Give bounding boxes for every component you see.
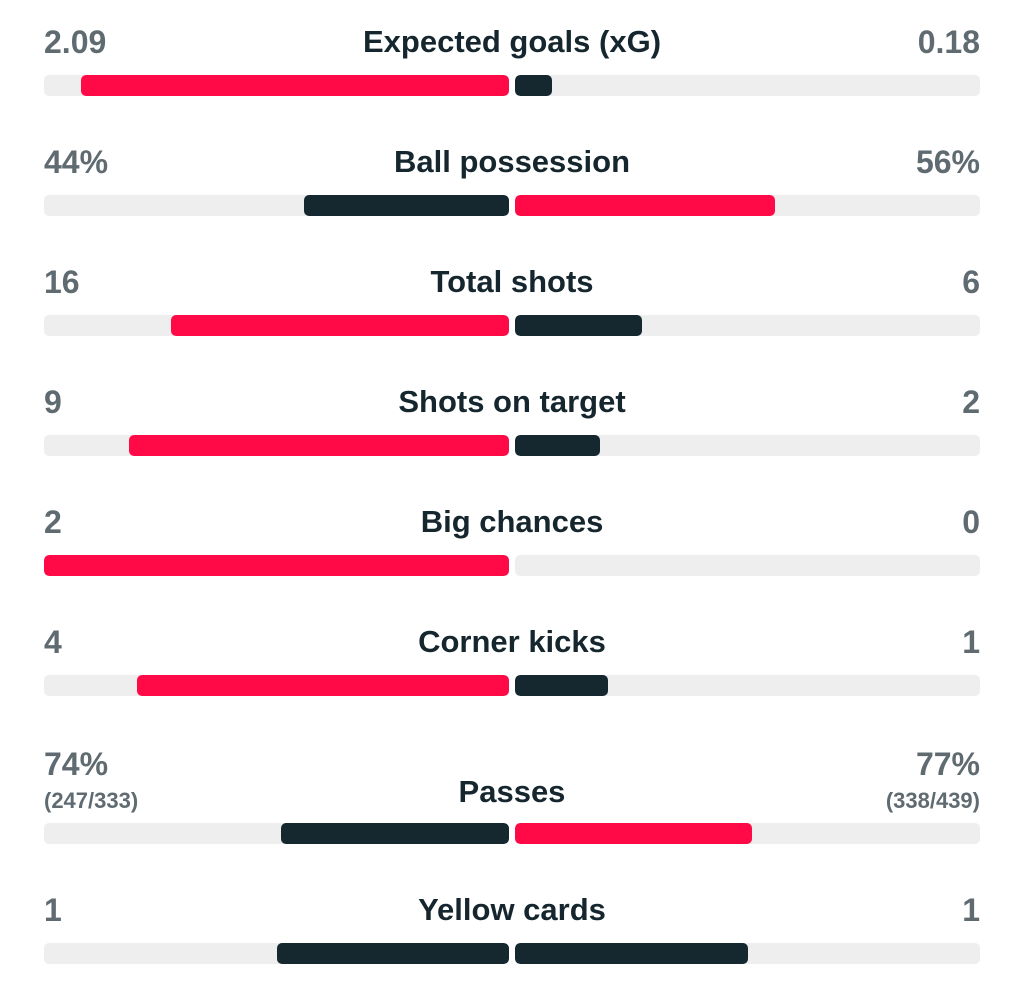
away-bar-fill [515,675,608,696]
away-bar-track [515,943,980,964]
away-value: 56% [915,144,980,180]
stat-label: Total shots [430,264,594,299]
home-bar-fill [137,675,509,696]
home-bar-fill [80,75,509,96]
away-bar-fill [515,435,600,456]
home-bar-track [44,435,509,456]
stat-expected-goals: 2.09 Expected goals (xG) 0.18 [44,20,980,100]
stat-big-chances: 2 Big chances 0 [44,500,980,580]
stat-total-shots: 16 Total shots 6 [44,260,980,340]
home-value-detail: (247/333) [44,788,139,813]
away-value: 2 [962,384,980,420]
away-value: 0.18 [917,24,980,60]
home-value: 4 [44,624,62,660]
away-value: 77% [915,746,980,782]
stat-yellow-cards: 1 Yellow cards 1 [44,888,980,968]
stat-label: Corner kicks [418,624,606,659]
home-bar-track [44,195,509,216]
home-value: 2 [44,504,62,540]
home-value: 1 [44,892,62,928]
away-bar-track [515,675,980,696]
away-value: 0 [962,504,980,540]
stat-label: Ball possession [393,144,631,179]
away-bar-track [515,435,980,456]
stat-corner-kicks: 4 Corner kicks 1 [44,620,980,700]
stat-shots-on-target: 9 Shots on target 2 [44,380,980,460]
home-value: 74% [44,746,109,782]
home-bar-track [44,675,509,696]
away-bar-fill [515,823,753,844]
away-value-detail: (338/439) [885,788,980,813]
home-bar-track [44,823,509,844]
stat-label: Expected goals (xG) [362,24,662,59]
away-value: 1 [962,892,980,928]
away-bar-track [515,75,980,96]
home-bar-fill [170,315,509,336]
stat-label: Shots on target [398,384,626,419]
home-bar-track [44,75,509,96]
stat-label: Passes [458,774,566,809]
home-bar-fill [281,823,509,844]
away-bar-track [515,195,980,216]
stat-ball-possession: 44% Ball possession 56% [44,140,980,220]
home-bar-track [44,315,509,336]
away-bar-track [515,823,980,844]
home-bar-track [44,943,509,964]
home-bar-fill [44,555,509,576]
home-value: 2.09 [44,24,107,60]
away-value: 6 [962,264,980,300]
home-bar-track [44,555,509,576]
home-bar-fill [304,195,509,216]
away-bar-track [515,315,980,336]
away-bar-fill [515,195,776,216]
stat-label: Big chances [420,504,604,539]
home-value: 9 [44,384,62,420]
stat-passes: 74% (247/333) Passes 77% (338/439) [44,742,980,847]
stat-label: Yellow cards [418,892,606,927]
away-bar-track [515,555,980,576]
away-bar-fill [515,75,552,96]
away-bar-fill [515,943,748,964]
home-bar-fill [276,943,509,964]
away-value: 1 [962,624,980,660]
home-value: 44% [44,144,109,180]
home-value: 16 [44,264,80,300]
away-bar-fill [515,315,642,336]
home-bar-fill [128,435,509,456]
